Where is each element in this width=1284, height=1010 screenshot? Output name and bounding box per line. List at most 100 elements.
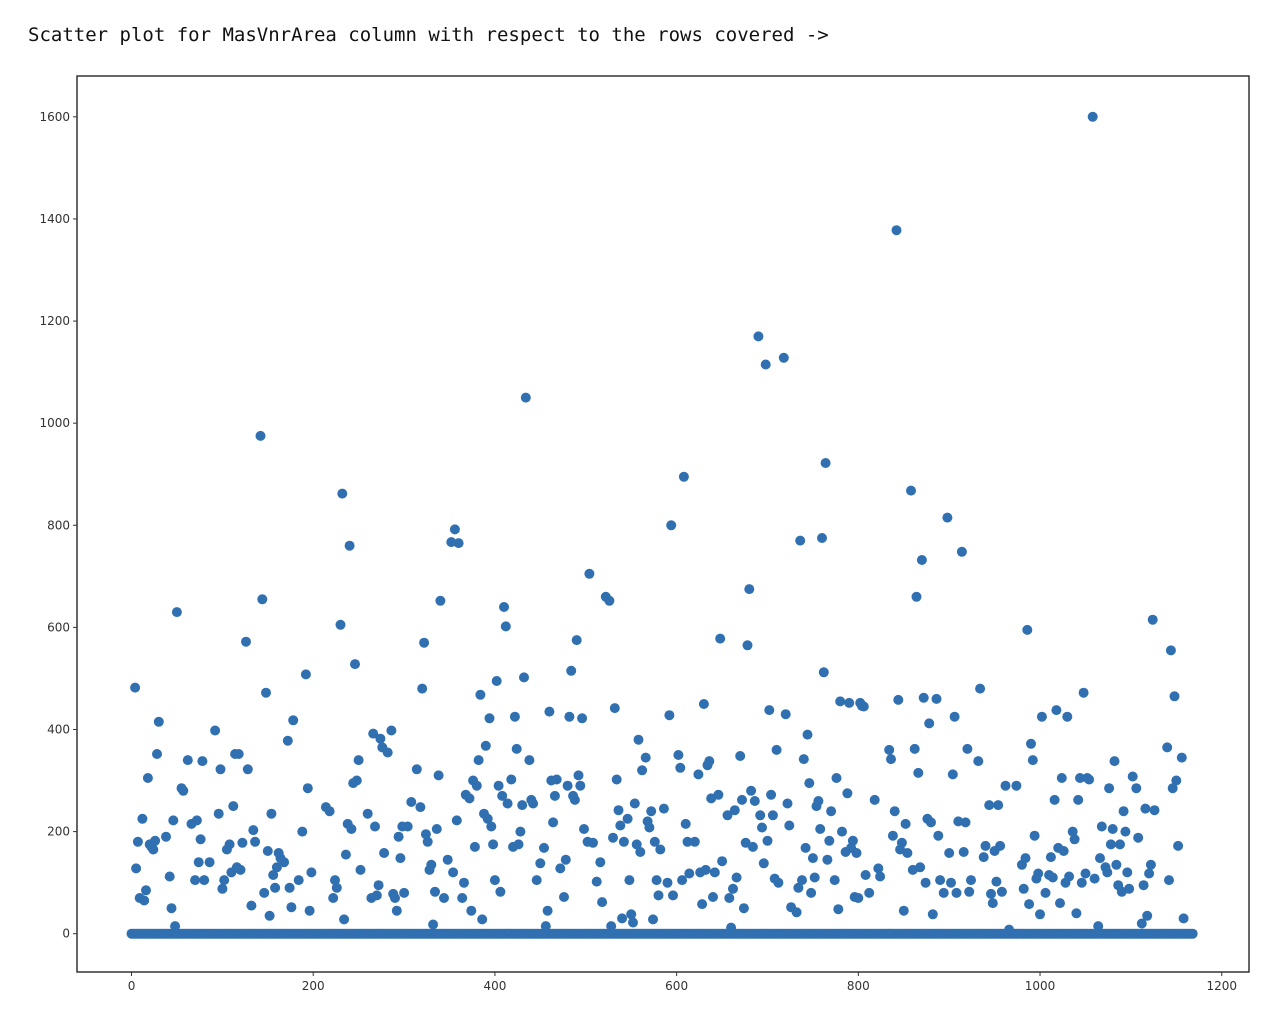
data-point <box>1073 794 1084 805</box>
data-point <box>1171 775 1182 786</box>
data-point <box>391 905 402 916</box>
data-point <box>395 853 406 864</box>
data-point <box>335 619 346 630</box>
data-point <box>784 820 795 831</box>
data-point <box>1144 868 1155 879</box>
data-point <box>153 716 164 727</box>
data-point <box>131 863 142 874</box>
data-point <box>962 743 973 754</box>
data-point <box>744 584 755 595</box>
data-point <box>804 778 815 789</box>
data-point <box>964 886 975 897</box>
data-point <box>1024 899 1035 910</box>
data-point <box>1040 887 1051 898</box>
data-point <box>417 683 428 694</box>
data-point <box>708 892 718 902</box>
data-point <box>484 713 495 724</box>
data-point <box>1033 868 1044 879</box>
data-point <box>386 725 397 736</box>
data-point <box>749 796 760 806</box>
data-point <box>1018 883 1029 894</box>
data-point <box>1080 868 1091 879</box>
data-point <box>847 835 858 846</box>
data-point <box>722 810 733 821</box>
data-point <box>820 458 831 468</box>
data-point <box>653 890 664 901</box>
data-point <box>646 806 657 817</box>
data-point <box>893 694 904 705</box>
data-point <box>515 826 526 837</box>
data-point <box>946 877 956 888</box>
data-point <box>797 875 807 886</box>
data-point <box>171 607 182 618</box>
data-point <box>597 897 608 908</box>
data-point <box>1047 872 1058 883</box>
data-point <box>375 733 386 744</box>
data-point <box>562 780 573 791</box>
data-point <box>595 857 606 868</box>
data-point <box>884 744 895 755</box>
data-point <box>916 555 927 565</box>
data-point <box>573 770 584 781</box>
y-tick-label: 1600 <box>39 110 70 124</box>
data-point <box>926 817 936 828</box>
data-point <box>677 875 688 886</box>
data-point <box>250 836 261 847</box>
data-point <box>949 711 960 722</box>
data-point <box>709 867 720 878</box>
data-point <box>442 854 453 865</box>
data-point <box>237 837 248 848</box>
data-point <box>1087 111 1098 122</box>
data-point <box>219 875 230 886</box>
data-point <box>891 225 902 236</box>
data-point <box>966 875 976 886</box>
data-point <box>933 830 944 841</box>
data-point <box>902 848 913 858</box>
data-point <box>649 836 660 847</box>
data-point <box>1102 867 1113 878</box>
data-point <box>419 637 430 648</box>
data-point <box>956 546 967 557</box>
data-point <box>795 535 806 546</box>
data-point <box>913 767 924 778</box>
data-point <box>915 862 926 873</box>
data-point <box>428 919 439 930</box>
data-point <box>215 764 226 775</box>
data-point <box>190 875 201 886</box>
data-point <box>869 794 880 805</box>
data-point <box>210 725 221 736</box>
data-point <box>837 826 847 837</box>
data-point <box>818 667 829 678</box>
y-tick-label: 200 <box>47 825 70 839</box>
data-point <box>1075 773 1085 783</box>
data-point <box>255 430 266 441</box>
data-point <box>807 853 818 864</box>
data-point <box>390 893 400 903</box>
data-point <box>1049 794 1060 805</box>
y-tick-label: 800 <box>47 518 70 532</box>
data-point <box>724 893 735 903</box>
data-point <box>362 808 373 819</box>
data-point <box>833 904 844 915</box>
data-point <box>858 701 869 712</box>
data-point <box>566 665 577 676</box>
data-point <box>742 640 753 651</box>
data-point <box>682 836 693 847</box>
data-point <box>1107 824 1118 834</box>
data-point <box>1133 832 1144 843</box>
data-point <box>371 890 382 901</box>
data-point <box>433 770 444 781</box>
data-point <box>1067 826 1078 837</box>
data-point <box>651 875 662 886</box>
data-point <box>524 755 535 766</box>
data-point <box>268 870 279 880</box>
data-point <box>178 785 189 796</box>
data-point <box>233 749 244 759</box>
data-point <box>1064 871 1075 882</box>
data-point <box>628 917 638 928</box>
data-point <box>422 836 433 847</box>
data-point <box>1120 826 1131 837</box>
data-point <box>1140 803 1151 814</box>
data-point <box>873 863 884 874</box>
data-point <box>142 773 153 783</box>
